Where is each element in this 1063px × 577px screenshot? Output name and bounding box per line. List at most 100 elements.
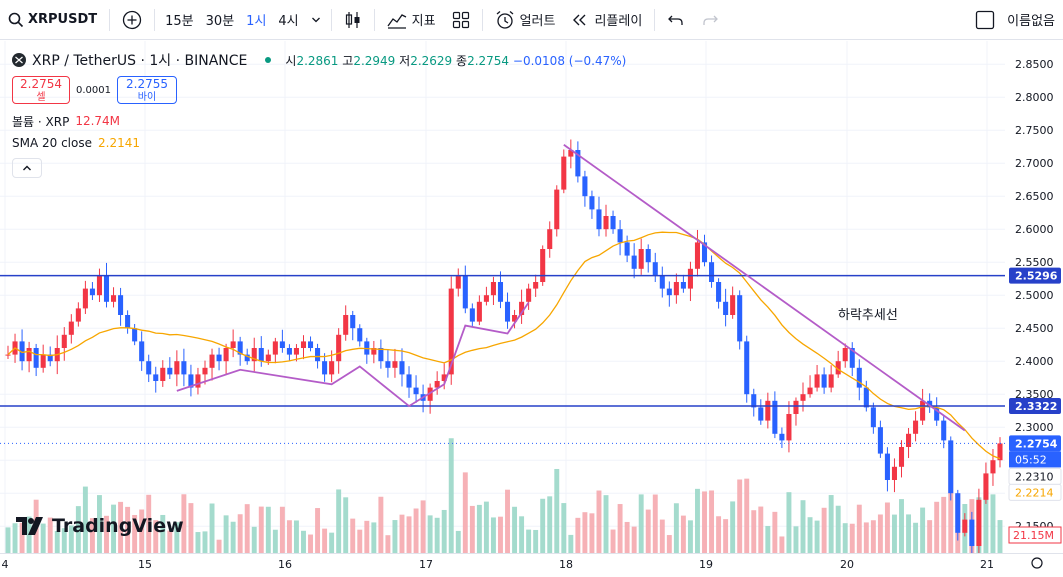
price-chart[interactable] [0, 41, 1005, 555]
candle-body [638, 249, 644, 269]
chart-pane[interactable] [0, 41, 1005, 555]
collapse-legend-button[interactable] [12, 158, 42, 178]
settings-icon [1031, 557, 1043, 569]
price-tick-label: 2.8000 [1015, 91, 1054, 104]
candle-body [490, 282, 496, 296]
redo-button[interactable] [693, 0, 727, 40]
volume-bar [575, 517, 581, 553]
chart-type-button[interactable] [336, 0, 370, 40]
candle-body [497, 282, 504, 302]
volume-bar [737, 479, 743, 553]
interval-1h[interactable]: 1시 [240, 0, 272, 40]
divider [154, 8, 156, 31]
candle-body [976, 499, 982, 546]
buy-button[interactable]: 2.2755 바이 [117, 76, 177, 104]
candle-body [103, 275, 110, 302]
volume-bar [540, 498, 546, 553]
price-tag: 2.2310 [1015, 470, 1054, 483]
volume-bar [828, 495, 834, 553]
candle-body [786, 414, 792, 441]
price-tick-label: 2.3000 [1015, 421, 1054, 434]
candle-body [737, 295, 743, 342]
candle-body [125, 315, 131, 329]
volume-bar [490, 517, 496, 553]
volume-bar [758, 506, 764, 553]
tradingview-logo[interactable]: TradingView [16, 515, 184, 537]
volume-bar [230, 521, 236, 553]
volume-bar [941, 496, 947, 553]
volume-bar [434, 517, 440, 553]
interval-30m[interactable]: 30분 [200, 0, 241, 40]
volume-bar [526, 529, 532, 553]
price-axis[interactable]: 2.8500 2.8000 2.7500 2.7000 2.6500 2.6000 2.55… [1005, 41, 1063, 553]
volume-bar [603, 495, 609, 553]
time-axis[interactable]: 4 15 16 17 18 19 20 21 [0, 553, 1063, 574]
candle-body [568, 150, 574, 157]
price-tick-label: 2.4000 [1015, 355, 1054, 368]
volume-indicator-legend[interactable]: 볼륨 · XRP 12.74M [12, 110, 626, 132]
volume-bar [399, 514, 405, 553]
candle-body [293, 348, 299, 355]
candle-body [716, 282, 722, 302]
candle-body [378, 348, 384, 362]
indicators-icon [387, 13, 406, 29]
level-price-tag-bg [1009, 397, 1061, 414]
sma-20-line [7, 231, 1001, 460]
compare-symbol-button[interactable] [114, 0, 150, 40]
countdown-tag-bg [1009, 451, 1061, 468]
candle-body [547, 229, 553, 249]
volume-bar [420, 500, 426, 553]
candle-body [230, 341, 236, 348]
zigzag-line [176, 301, 530, 408]
sma-price-tag-bg [1008, 483, 1062, 501]
alert-label: 얼러트 [519, 14, 556, 29]
time-tick-label: 20 [840, 558, 854, 571]
interval-15m[interactable]: 15분 [159, 0, 200, 40]
undo-button[interactable] [659, 0, 693, 40]
candle-body [589, 196, 595, 210]
layout-selector[interactable]: 이름없음 [967, 0, 1063, 40]
layouts-button[interactable] [444, 0, 478, 40]
candle-body [701, 242, 708, 263]
indicators-button[interactable]: 지표 [379, 0, 444, 40]
candle-body [343, 315, 349, 335]
candle-body [96, 275, 102, 296]
candle-body [89, 288, 95, 296]
volume-bar [293, 520, 299, 553]
candle-body [350, 315, 356, 329]
interval-label: 4시 [278, 14, 299, 29]
sma-indicator-legend[interactable]: SMA 20 close 2.2141 [12, 132, 626, 154]
replay-button[interactable]: 리플레이 [563, 0, 650, 40]
volume-bar [856, 504, 862, 553]
candle-body [258, 348, 264, 362]
candle-body [814, 374, 820, 388]
search-icon [8, 12, 24, 27]
volume-bar [469, 505, 475, 553]
volume-bar [906, 514, 912, 553]
candle-body [920, 400, 926, 421]
spread-value: 0.0001 [76, 84, 111, 96]
time-axis-labels: 4 15 16 17 18 19 20 21 [2, 557, 1043, 571]
candle-body [504, 301, 511, 322]
interval-dropdown[interactable] [305, 0, 327, 40]
volume-bar [378, 496, 384, 553]
indicators-label: 지표 [411, 14, 436, 29]
volume-bar [462, 472, 468, 553]
volume-bar [5, 527, 11, 553]
candle-body [765, 400, 771, 421]
symbol-search-button[interactable]: XRPUSDT [0, 0, 105, 40]
sell-button[interactable]: 2.2754 셀 [12, 76, 70, 104]
volume-bar [659, 519, 665, 553]
interval-4h[interactable]: 4시 [272, 0, 304, 40]
volume-bar [779, 536, 785, 553]
candle-body [364, 341, 370, 355]
alert-button[interactable]: 얼러트 [487, 0, 564, 40]
volume-bar [413, 508, 419, 553]
candle-body [554, 189, 560, 230]
volume-bar [927, 520, 933, 553]
price-tick-label: 2.4500 [1015, 322, 1054, 335]
candle-body [322, 361, 328, 375]
volume-bar [202, 531, 208, 553]
candle-body [265, 354, 271, 362]
chart-legend: XRP / TetherUS · 1시 · BINANCE 시2.2861 고2… [12, 50, 626, 178]
